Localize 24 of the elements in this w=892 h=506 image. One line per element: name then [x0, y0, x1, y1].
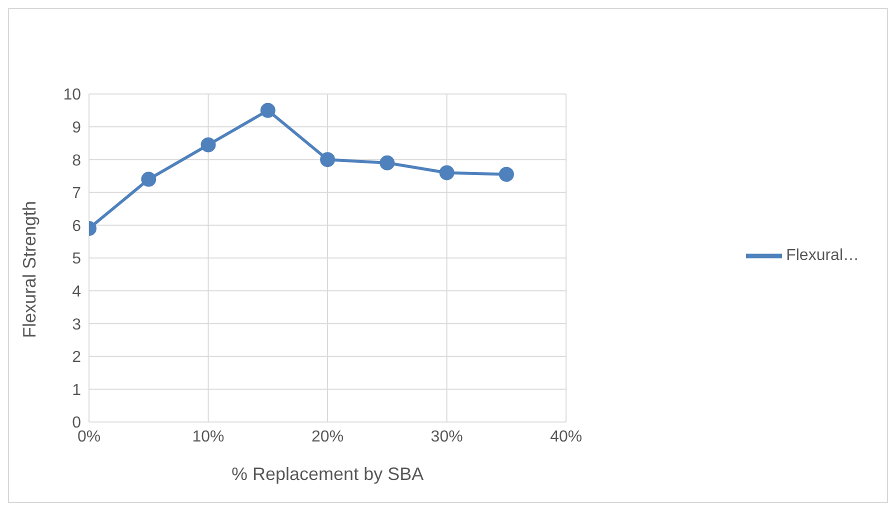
y-tick-label: 9 — [72, 119, 82, 136]
point — [141, 172, 156, 187]
point — [260, 102, 276, 118]
y-tick-label: 4 — [72, 283, 82, 300]
point — [200, 137, 216, 152]
x-tick-label: 10% — [192, 428, 224, 446]
y-tick-label: 1 — [72, 382, 82, 399]
x-tick-label: 20% — [312, 428, 344, 446]
y-tick-label: 6 — [72, 218, 82, 235]
y-axis-title: Flexural Strength — [19, 200, 40, 338]
x-tick-label: 40% — [550, 428, 582, 446]
y-tick-label: 5 — [72, 250, 82, 268]
y-tick-label: 2 — [72, 349, 82, 366]
x-tick-label: 30% — [430, 428, 463, 446]
x-axis-title: % Replacement by SBA — [232, 464, 424, 484]
y-tick-label: 10 — [63, 86, 82, 104]
legend-label: Flexural… — [786, 246, 859, 264]
point — [380, 155, 395, 170]
point — [439, 165, 454, 180]
y-tick-label: 7 — [72, 185, 82, 202]
y-tick-label: 3 — [72, 316, 82, 334]
y-tick-label: 8 — [72, 152, 82, 170]
point — [320, 152, 336, 168]
point — [498, 166, 514, 182]
